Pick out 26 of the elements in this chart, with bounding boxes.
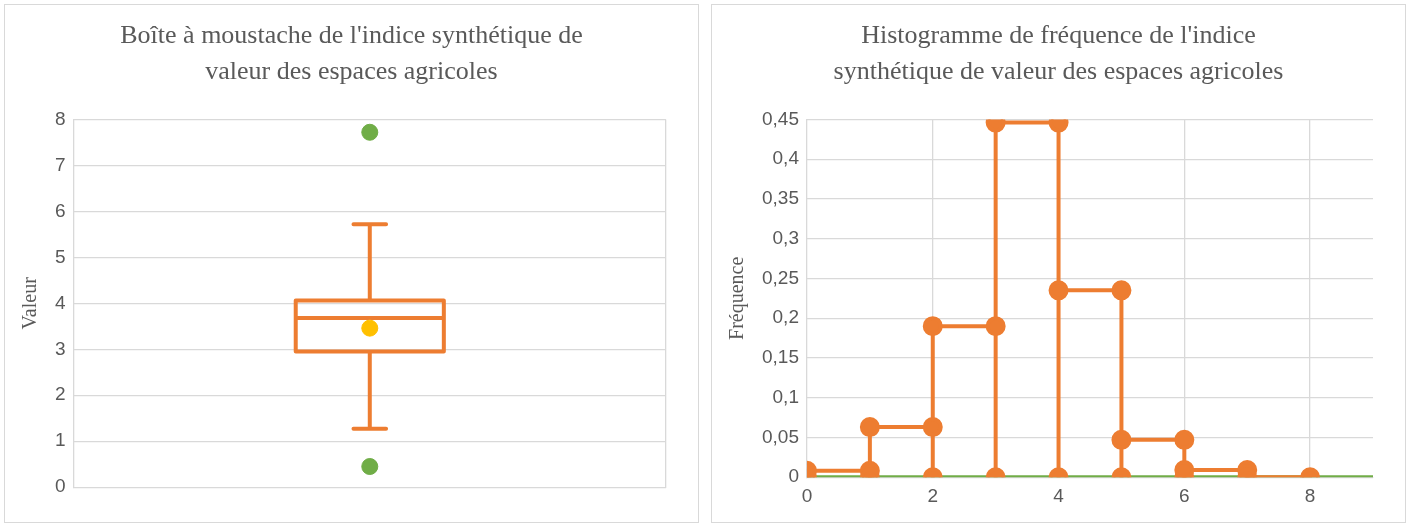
chart-title: Boîte à moustache de l'indice synthétique de valeur des espaces agricoles — [119, 18, 584, 87]
x-tick-label: 8 — [1304, 484, 1316, 506]
y-tick-label: 0,3 — [772, 226, 799, 248]
y-tick-label: 7 — [54, 153, 66, 175]
y-tick-label: 0 — [788, 465, 799, 487]
y-tick-label: 0,1 — [772, 385, 799, 407]
y-tick-label: 0,35 — [762, 187, 799, 209]
y-tick-label: 1 — [54, 429, 66, 451]
x-tick-label: 4 — [1053, 484, 1065, 506]
y-axis-title: Valeur — [18, 276, 41, 330]
x-tick-label: 6 — [1179, 484, 1190, 506]
chart-title: Histogramme de fréquence de l'indice synthétique de valeur des espaces agricoles — [832, 18, 1285, 87]
y-tick-label: 0,15 — [762, 346, 799, 368]
y-tick-label: 0,05 — [762, 425, 799, 447]
y-tick-label: 4 — [54, 291, 66, 313]
y-tick-label: 0,4 — [772, 147, 800, 169]
y-tick-label: 3 — [54, 337, 66, 359]
y-tick-label: 0,25 — [762, 266, 799, 288]
y-tick-label: 5 — [54, 245, 66, 267]
y-tick-label: 0,45 — [762, 107, 799, 129]
y-tick-label: 8 — [54, 107, 66, 129]
x-tick-label: 2 — [927, 484, 939, 506]
y-axis-title: Fréquence — [725, 256, 749, 340]
y-tick-label: 2 — [54, 383, 66, 405]
y-tick-label: 0,2 — [772, 306, 799, 328]
y-tick-label: 6 — [54, 199, 66, 221]
